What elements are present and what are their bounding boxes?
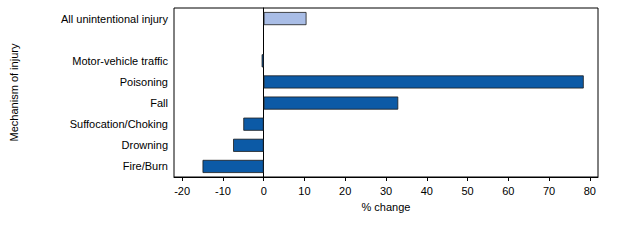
svg-text:Fire/Burn: Fire/Burn	[123, 160, 168, 172]
svg-text:50: 50	[461, 185, 473, 197]
svg-text:Fall: Fall	[150, 97, 168, 109]
svg-text:-10: -10	[215, 185, 231, 197]
svg-text:All unintentional injury: All unintentional injury	[61, 13, 169, 25]
svg-text:10: 10	[298, 185, 310, 197]
svg-text:70: 70	[543, 185, 555, 197]
svg-text:-20: -20	[174, 185, 190, 197]
svg-text:80: 80	[584, 185, 596, 197]
svg-text:Mechanism of injury: Mechanism of injury	[8, 43, 20, 141]
svg-text:Suffocation/Choking: Suffocation/Choking	[70, 118, 168, 130]
svg-text:40: 40	[421, 185, 433, 197]
svg-text:20: 20	[339, 185, 351, 197]
svg-text:60: 60	[502, 185, 514, 197]
svg-text:30: 30	[380, 185, 392, 197]
svg-text:Drowning: Drowning	[122, 139, 168, 151]
svg-text:0: 0	[261, 185, 267, 197]
svg-text:Motor-vehicle traffic: Motor-vehicle traffic	[72, 55, 168, 67]
svg-text:Poisoning: Poisoning	[120, 76, 168, 88]
svg-text:% change: % change	[362, 201, 411, 213]
